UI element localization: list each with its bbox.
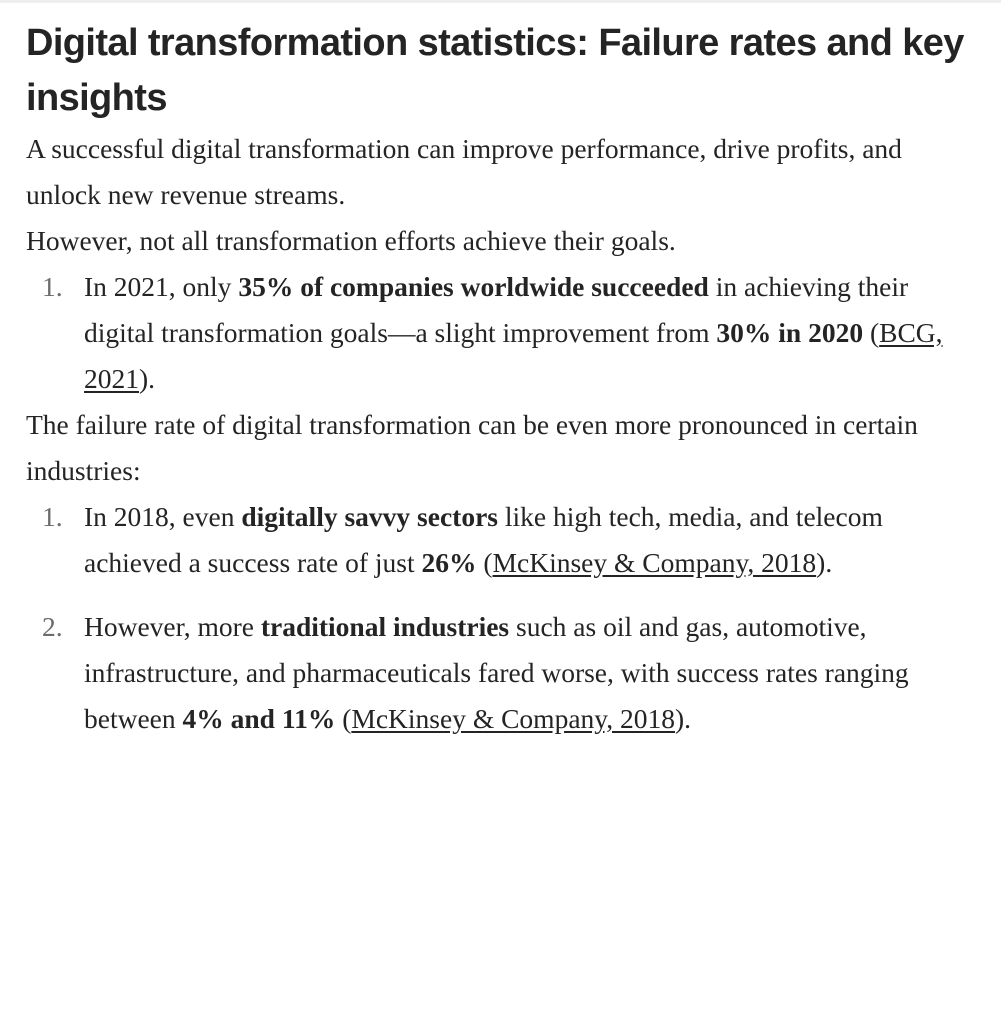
industries-paragraph: The failure rate of digital transformati… (26, 409, 918, 486)
article-body: Digital transformation statistics: Failu… (26, 14, 976, 742)
citation-link-mckinsey[interactable]: McKinsey & Company, 2018 (351, 703, 675, 734)
list-text: ). (816, 547, 833, 578)
citation-link-mckinsey[interactable]: McKinsey & Company, 2018 (492, 547, 817, 578)
intro-paragraph: A successful digital transformation can … (26, 133, 902, 210)
bold-highlight: digitally savvy sectors (241, 501, 498, 532)
bold-highlight: 4% and 11% (182, 703, 336, 734)
citation-link-bcg[interactable]: BCG, 2021 (84, 317, 943, 394)
list-number: 1. (42, 271, 63, 302)
list-text: However, more (84, 611, 261, 642)
list-item: 2. However, more traditional industries s… (26, 604, 976, 742)
list-item: 1. In 2021, only 35% of companies worldwi… (26, 264, 976, 402)
bold-highlight: 30% in 2020 (716, 317, 864, 348)
list-text: in achieving their digital transformatio… (84, 271, 909, 348)
list-number: 1. (42, 501, 63, 532)
however-paragraph: However, not all transformation efforts … (26, 225, 676, 256)
global-success-list: 1. In 2021, only 35% of companies worldwi… (26, 264, 976, 402)
top-divider (0, 0, 1001, 3)
list-text: ). (139, 363, 156, 394)
article-title: Digital transformation statistics: Failu… (26, 22, 964, 119)
bold-highlight: 35% of companies worldwide succeeded (238, 271, 709, 302)
bold-highlight: 26% (421, 547, 477, 578)
industry-success-list: 1. In 2018, even digitally savvy sectors … (26, 494, 976, 742)
list-text: like high tech, media, and telecom achie… (84, 501, 883, 578)
list-text: such as oil and gas, automotive, infrast… (84, 611, 909, 734)
list-text: In 2021, only (84, 271, 239, 302)
list-text: ). (674, 703, 692, 734)
list-text: ( (335, 703, 352, 734)
list-text: ( (476, 547, 493, 578)
list-item: 1. In 2018, even digitally savvy sectors … (26, 494, 976, 586)
list-text: ( (863, 317, 880, 348)
list-number: 2. (42, 611, 63, 642)
list-text: In 2018, even (84, 501, 242, 532)
bold-highlight: traditional industries (260, 611, 510, 642)
